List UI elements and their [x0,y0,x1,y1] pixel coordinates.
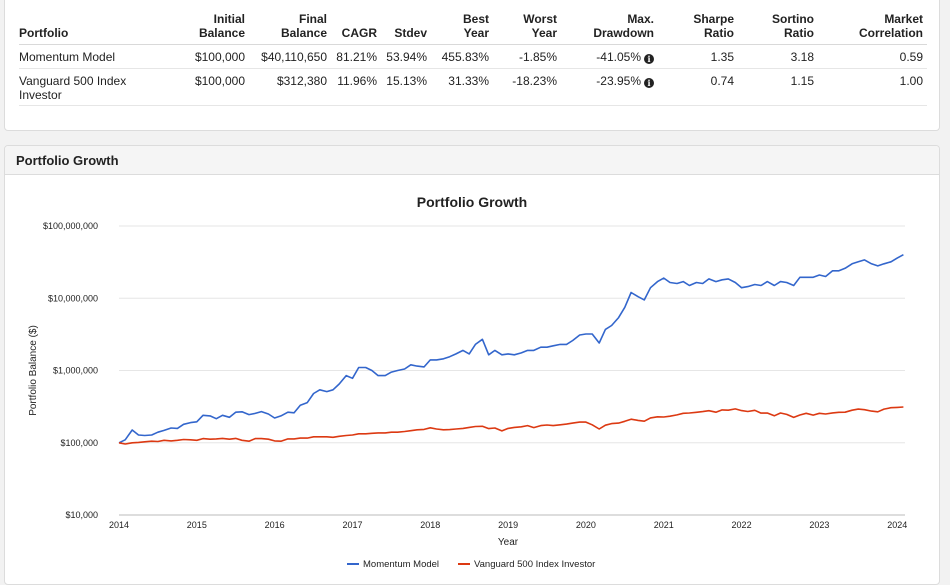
x-tick-label: 2019 [498,520,518,530]
header-text: Sortino Ratio [772,12,814,40]
y-tick-label: $10,000,000 [48,293,98,303]
cell-stdev: 53.94% [381,44,431,69]
col-header-stdev: Stdev [381,12,431,45]
col-header-best-year: Best Year [431,12,493,45]
header-text: Market Correlation [858,12,923,40]
cell-sharpe-ratio: 1.35 [658,44,738,69]
cell-worst-year: -1.85% [493,44,561,69]
cell-worst-year: -18.23% [493,68,561,106]
portfolio-name: Vanguard 500 Index Investor [19,74,127,102]
x-tick-label: 2018 [420,520,440,530]
col-header-max-drawdown: Max. Drawdown [561,12,658,45]
cell-final-balance: $40,110,650 [249,44,331,69]
cell-final-balance: $312,380 [249,68,331,106]
header-text: Best Year [462,12,489,40]
cell-best-year: 455.83% [431,44,493,69]
cell-market-correlation: 0.59 [818,44,927,69]
cell-sharpe-ratio: 0.74 [658,68,738,106]
legend-label: Momentum Model [363,559,439,570]
x-tick-label: 2017 [342,520,362,530]
col-header-sharpe-ratio: Sharpe Ratio [658,12,738,45]
table-header-row: Portfolio Initial Balance Final Balance CA… [19,12,927,45]
table-row: Vanguard 500 Index Investor $100,000 $31… [19,68,927,106]
cell-cagr: 11.96% [331,68,381,106]
x-tick-label: 2022 [732,520,752,530]
info-icon[interactable]: i [644,54,654,64]
col-header-sortino-ratio: Sortino Ratio [738,12,818,45]
y-tick-label: $100,000,000 [43,221,98,231]
x-tick-label: 2023 [809,520,829,530]
cell-portfolio: Momentum Model [19,44,169,69]
header-text: Worst Year [523,12,557,40]
col-header-portfolio: Portfolio [19,12,169,45]
col-header-worst-year: Worst Year [493,12,561,45]
cell-initial-balance: $100,000 [169,68,249,106]
col-header-initial-balance: Initial Balance [169,12,249,45]
col-header-market-correlation: Market Correlation [818,12,927,45]
legend-label: Vanguard 500 Index Investor [474,559,595,570]
y-axis-title: Portfolio Balance ($) [28,325,39,416]
y-tick-label: $100,000 [60,438,98,448]
col-header-final-balance: Final Balance [249,12,331,45]
portfolio-stats-table: Portfolio Initial Balance Final Balance CA… [19,12,927,106]
cell-sortino-ratio: 1.15 [738,68,818,106]
series-line-vanguard-500 [118,406,904,445]
cell-max-drawdown: -23.95% i [561,68,658,106]
chart-title: Portfolio Growth [417,194,527,210]
header-text: Initial Balance [198,12,245,40]
y-tick-label: $10,000 [65,510,98,520]
col-header-cagr: CAGR [331,12,381,45]
y-tick-label: $1,000,000 [53,366,98,376]
header-text: Max. Drawdown [593,12,654,40]
x-tick-label: 2021 [654,520,674,530]
header-text: Final Balance [280,12,327,40]
x-tick-label: 2016 [265,520,285,530]
header-text: Sharpe Ratio [693,12,734,40]
cell-stdev: 15.13% [381,68,431,106]
cell-best-year: 31.33% [431,68,493,106]
cell-sortino-ratio: 3.18 [738,44,818,69]
series-line-momentum-model [118,253,904,444]
drawdown-value: -41.05% [596,50,641,64]
drawdown-value: -23.95% [596,74,641,88]
table-row: Momentum Model $100,000 $40,110,650 81.2… [19,44,927,69]
cell-max-drawdown: -41.05% i [561,44,658,69]
x-tick-label: 2020 [576,520,596,530]
section-title: Portfolio Growth [5,146,939,175]
cell-market-correlation: 1.00 [818,68,927,106]
portfolio-growth-chart: Portfolio Growth $10,000 $100,000 $1,000,00… [28,194,907,570]
cell-cagr: 81.21% [331,44,381,69]
cell-portfolio: Vanguard 500 Index Investor [19,68,169,106]
cell-initial-balance: $100,000 [169,44,249,69]
x-tick-label: 2024 [887,520,907,530]
x-axis-title: Year [498,537,519,548]
x-tick-label: 2015 [187,520,207,530]
info-icon[interactable]: i [644,78,654,88]
x-tick-label: 2014 [109,520,129,530]
portfolio-growth-card: Portfolio Growth Portfolio Growth $10,000… [4,145,940,585]
summary-card: Portfolio Initial Balance Final Balance CA… [4,0,940,131]
